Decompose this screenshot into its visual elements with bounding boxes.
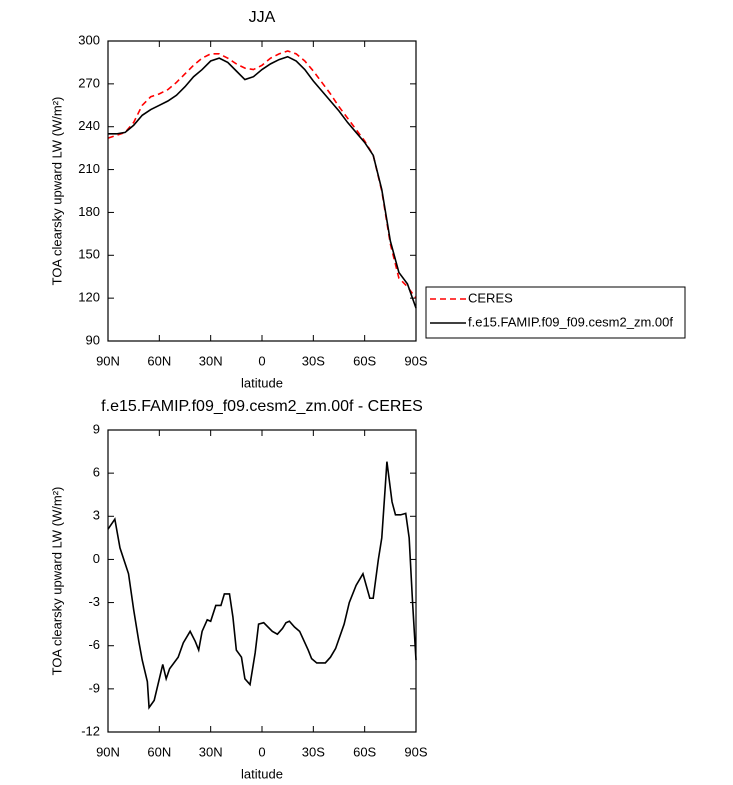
y-tick-label: 300 (78, 32, 100, 47)
y-tick-label: 240 (78, 118, 100, 133)
x-tick-label: 60N (147, 353, 171, 368)
y-axis-label: TOA clearsky upward LW (W/m²) (49, 487, 64, 676)
data-line (107, 50, 417, 299)
x-tick-label: 30S (302, 353, 325, 368)
y-tick-label: 210 (78, 161, 100, 176)
x-tick-label: 90S (404, 744, 427, 759)
legend-box (425, 286, 686, 339)
legend-label: CERES (468, 290, 513, 305)
y-tick-label: -9 (88, 680, 100, 695)
plot-frame (107, 429, 417, 733)
y-tick-label: 90 (86, 332, 100, 347)
y-tick-label: 3 (93, 508, 100, 523)
chart-title: f.e15.FAMIP.f09_f09.cesm2_zm.00f - CERES (101, 398, 423, 415)
x-tick-label: 90S (404, 353, 427, 368)
y-tick-label: -12 (81, 723, 100, 738)
legend-label: f.e15.FAMIP.f09_f09.cesm2_zm.00f (468, 314, 673, 329)
legend: CERES f.e15.FAMIP.f09_f09.cesm2_zm.00f (425, 286, 686, 339)
x-axis-label: latitude (241, 375, 283, 390)
y-tick-label: 180 (78, 204, 100, 219)
data-line (108, 55, 417, 309)
y-axis-label: TOA clearsky upward LW (W/m²) (49, 97, 64, 286)
x-tick-label: 90N (96, 353, 120, 368)
y-tick-label: 120 (78, 290, 100, 305)
y-tick-label: -3 (88, 594, 100, 609)
x-tick-label: 60N (147, 744, 171, 759)
chart-title: JJA (249, 9, 276, 26)
x-tick-label: 60S (353, 353, 376, 368)
x-tick-label: 30S (302, 744, 325, 759)
plot-frame (107, 40, 417, 342)
y-tick-label: 9 (93, 421, 100, 436)
y-tick-label: 0 (93, 551, 100, 566)
y-tick-label: 6 (93, 465, 100, 480)
x-tick-label: 0 (258, 744, 265, 759)
y-tick-label: -6 (88, 637, 100, 652)
x-tick-label: 30N (199, 353, 223, 368)
x-tick-label: 0 (258, 353, 265, 368)
x-tick-label: 90N (96, 744, 120, 759)
x-tick-label: 30N (199, 744, 223, 759)
y-tick-label: 150 (78, 247, 100, 262)
x-axis-label: latitude (241, 766, 283, 781)
y-tick-label: 270 (78, 75, 100, 90)
data-line (107, 461, 417, 710)
x-tick-label: 60S (353, 744, 376, 759)
